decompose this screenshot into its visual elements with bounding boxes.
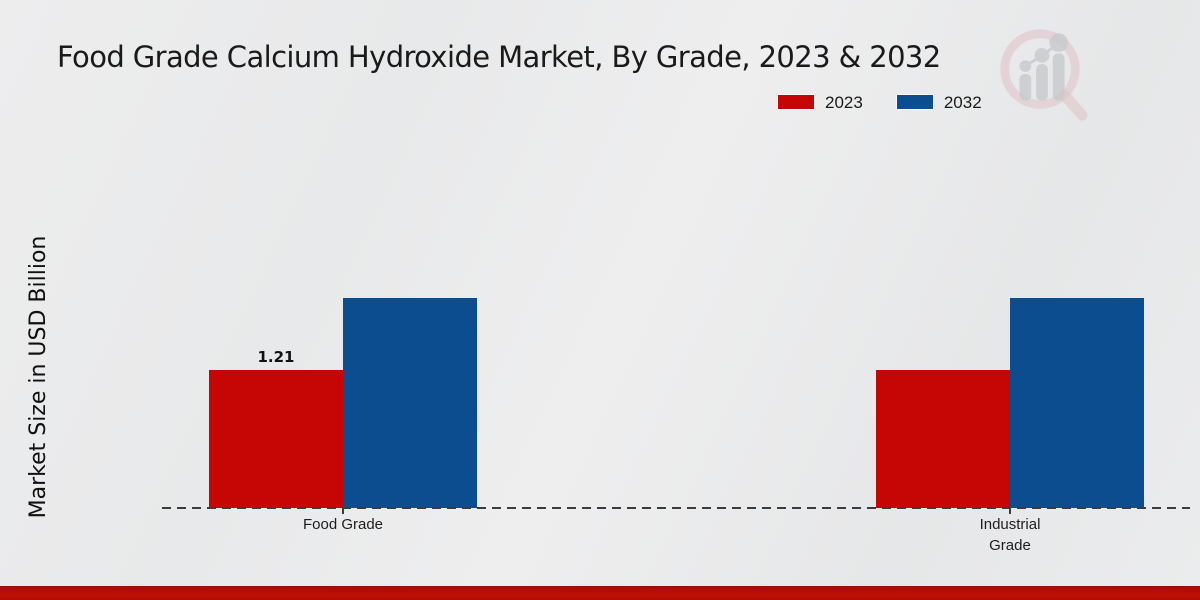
bar-industrial-grade-2023 bbox=[876, 370, 1010, 508]
growth-bars-icon bbox=[1019, 33, 1068, 101]
legend-swatch-2032 bbox=[896, 95, 933, 109]
category-label-food-grade: Food Grade bbox=[302, 516, 384, 533]
bar-industrial-grade-2032 bbox=[1010, 298, 1144, 508]
chart-title: Food Grade Calcium Hydroxide Market, By … bbox=[57, 40, 941, 74]
bar-food-grade-2032 bbox=[343, 298, 477, 508]
footer-red-strip bbox=[0, 586, 1200, 600]
legend-swatch-2023 bbox=[778, 95, 814, 109]
bar-value-label: 1.21 bbox=[257, 348, 295, 367]
x-tick-food-grade bbox=[342, 509, 344, 514]
y-axis-label: Market Size in USD Billion bbox=[26, 235, 51, 519]
x-axis-dashed-baseline bbox=[162, 507, 1190, 509]
legend: 2023 2032 bbox=[778, 93, 982, 111]
brand-watermark-logo bbox=[1000, 29, 1088, 121]
category-label-industrial-grade: Industrial Grade bbox=[979, 516, 1041, 554]
legend-item-2023: 2023 bbox=[778, 93, 863, 111]
legend-item-2032: 2032 bbox=[896, 93, 982, 112]
bar-food-grade-2023 bbox=[209, 370, 343, 508]
legend-label-2023: 2023 bbox=[825, 93, 863, 112]
magnifier-icon bbox=[1000, 29, 1088, 121]
x-tick-industrial-grade bbox=[1009, 509, 1011, 514]
legend-label-2032: 2032 bbox=[943, 93, 982, 112]
